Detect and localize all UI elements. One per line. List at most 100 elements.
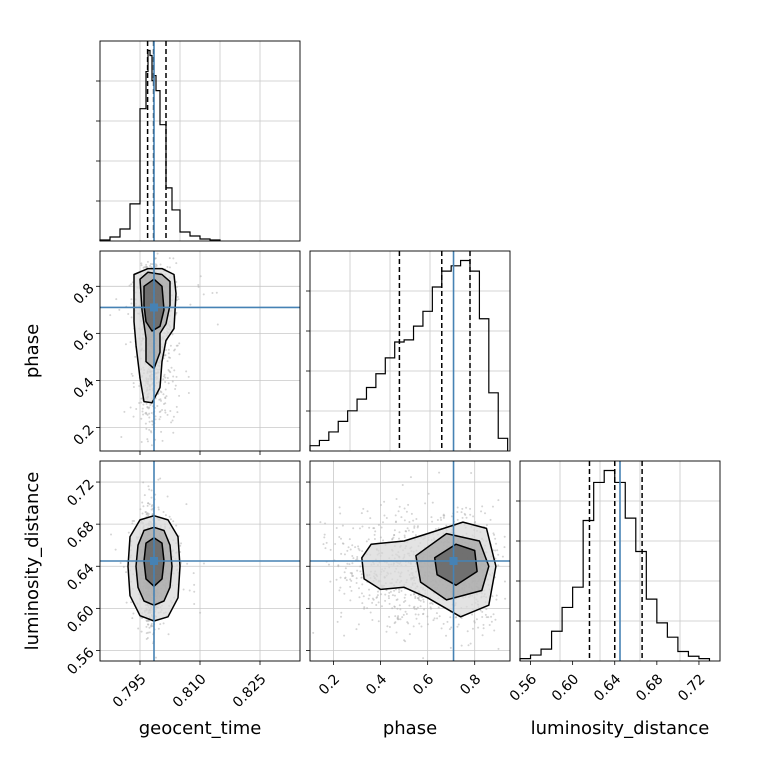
scatter-point xyxy=(148,488,151,491)
scatter-point xyxy=(216,323,219,326)
scatter-point xyxy=(440,519,443,522)
scatter-point xyxy=(128,284,131,287)
scatter-point xyxy=(461,516,464,519)
scatter-point xyxy=(469,507,472,510)
scatter-point xyxy=(475,618,478,621)
scatter-point xyxy=(356,557,359,560)
scatter-point xyxy=(115,298,118,301)
scatter-point xyxy=(386,625,389,628)
scatter-point xyxy=(319,521,322,524)
scatter-point xyxy=(211,292,214,295)
scatter-point xyxy=(179,544,182,547)
scatter-point xyxy=(404,610,407,613)
scatter-point xyxy=(422,612,425,615)
scatter-point xyxy=(372,527,375,530)
scatter-point xyxy=(435,612,438,615)
scatter-point xyxy=(141,512,144,515)
scatter-point xyxy=(159,415,162,418)
scatter-point xyxy=(474,521,477,524)
scatter-point xyxy=(357,545,360,548)
scatter-point xyxy=(171,333,174,336)
scatter-point xyxy=(355,577,358,580)
scatter-point xyxy=(385,630,388,633)
scatter-point xyxy=(150,622,153,625)
scatter-point xyxy=(352,527,355,530)
scatter-point xyxy=(177,298,180,301)
scatter-point xyxy=(489,518,492,521)
scatter-point xyxy=(419,605,422,608)
scatter-point xyxy=(150,489,153,492)
scatter-point xyxy=(403,596,406,599)
scatter-point xyxy=(145,427,148,430)
scatter-point xyxy=(403,639,406,642)
scatter-point xyxy=(484,512,487,515)
scatter-point xyxy=(494,557,497,560)
scatter-point xyxy=(132,385,135,388)
scatter-point xyxy=(407,529,410,532)
y-tick-label: 0.60 xyxy=(64,603,97,636)
scatter-point xyxy=(162,393,165,396)
scatter-point xyxy=(335,578,338,581)
scatter-point xyxy=(150,412,153,415)
scatter-point xyxy=(456,506,459,509)
scatter-point xyxy=(143,266,146,269)
contours-scatter_luminosity_distance_vs_phase xyxy=(361,521,497,618)
scatter-point xyxy=(471,627,474,630)
scatter-point xyxy=(358,549,361,552)
scatter-point xyxy=(404,599,407,602)
scatter-point xyxy=(146,637,149,640)
panel-frame-hist-luminosity_distance xyxy=(519,460,721,662)
scatter-point xyxy=(367,538,370,541)
scatter-point xyxy=(402,613,405,616)
scatter-point xyxy=(484,613,487,616)
scatter-point xyxy=(159,623,162,626)
scatter-point xyxy=(130,316,133,319)
scatter-point xyxy=(354,546,357,549)
scatter-point xyxy=(480,510,483,513)
scatter-point xyxy=(445,634,448,637)
scatter-point xyxy=(496,549,499,552)
scatter-point xyxy=(404,530,407,533)
scatter-point xyxy=(393,589,396,592)
scatter-point xyxy=(327,563,330,566)
scatter-point xyxy=(456,625,459,628)
scatter-point xyxy=(376,594,379,597)
scatter-point xyxy=(167,356,170,359)
scatter-point xyxy=(377,523,380,526)
scatter-point xyxy=(363,606,366,609)
scatter-point xyxy=(147,631,150,634)
scatter-point xyxy=(335,527,338,530)
scatter-point xyxy=(442,513,445,516)
scatter-point xyxy=(143,494,146,497)
scatter-point xyxy=(130,298,133,301)
scatter-point xyxy=(492,613,495,616)
scatter-point xyxy=(166,360,169,363)
scatter-point xyxy=(146,440,149,443)
scatter-point xyxy=(157,627,160,630)
scatter-point xyxy=(485,616,488,619)
scatter-point xyxy=(170,366,173,369)
scatter-point xyxy=(373,538,376,541)
scatter-point xyxy=(350,573,353,576)
scatter-point xyxy=(466,630,469,633)
scatter-point xyxy=(361,583,364,586)
scatter-point xyxy=(360,512,363,515)
scatter-point xyxy=(388,615,391,618)
scatter-point xyxy=(413,605,416,608)
scatter-point xyxy=(348,563,351,566)
x-axis-label-geocent-time: geocent_time xyxy=(139,718,262,739)
scatter-point xyxy=(345,579,348,582)
scatter-point xyxy=(490,620,493,623)
scatter-point xyxy=(175,280,178,283)
scatter-point xyxy=(481,505,484,508)
scatter-point xyxy=(140,264,143,267)
scatter-point xyxy=(129,341,132,344)
scatter-point xyxy=(165,395,168,398)
scatter-point xyxy=(140,262,143,265)
scatter-point xyxy=(178,353,181,356)
scatter-point xyxy=(146,260,149,263)
scatter-point xyxy=(382,521,385,524)
scatter-point xyxy=(343,571,346,574)
scatter-point xyxy=(412,519,415,522)
scatter-point xyxy=(172,257,175,260)
